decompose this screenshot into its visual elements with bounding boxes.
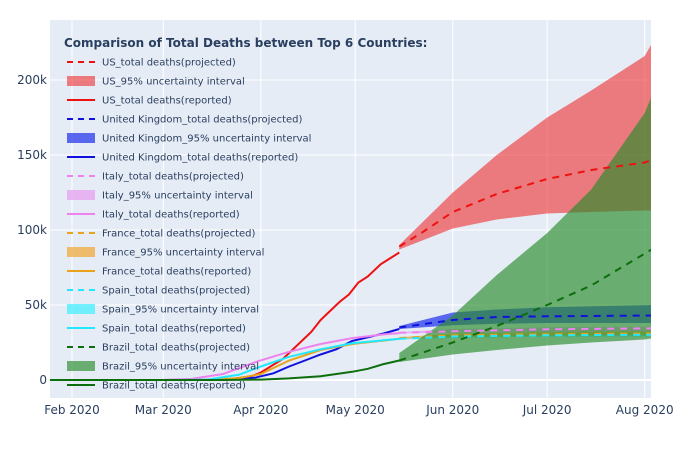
y-tick-label: 200k xyxy=(17,73,47,87)
y-tick-label: 50k xyxy=(25,298,47,312)
x-tick-label: Mar 2020 xyxy=(135,403,192,417)
x-tick-label: Jul 2020 xyxy=(522,403,572,417)
series-lines xyxy=(50,159,651,381)
legend-label: France_total deaths(reported) xyxy=(102,267,251,278)
legend-label: United Kingdom_total deaths(reported) xyxy=(102,153,298,164)
us-projected-line xyxy=(398,159,651,248)
legend-label: France_95% uncertainty interval xyxy=(102,248,264,259)
italy-projected-legend-item[interactable]: Italy_total deaths(projected) xyxy=(67,172,244,183)
legend-label: United Kingdom_95% uncertainty interval xyxy=(102,134,311,145)
italy-projected-line xyxy=(399,327,651,334)
uk-reported-legend-item[interactable]: United Kingdom_total deaths(reported) xyxy=(67,153,298,164)
legend-label: Italy_95% uncertainty interval xyxy=(102,191,253,202)
legend-label: US_total deaths(reported) xyxy=(102,96,232,107)
legend-fill-swatch xyxy=(67,361,95,371)
france-reported-legend-item[interactable]: France_total deaths(reported) xyxy=(67,267,251,278)
legend-fill-swatch xyxy=(67,133,95,143)
legend-label: France_total deaths(projected) xyxy=(102,229,256,240)
brazil-reported-legend-item[interactable]: Brazil_total deaths(reported) xyxy=(67,381,246,392)
france-band-legend-item[interactable]: France_95% uncertainty interval xyxy=(67,247,264,259)
legend-label: Italy_total deaths(projected) xyxy=(102,172,244,183)
brazil-projected-line xyxy=(398,248,651,362)
legend-label: Brazil_total deaths(projected) xyxy=(102,343,250,354)
uk-projected-legend-item[interactable]: United Kingdom_total deaths(projected) xyxy=(67,115,303,126)
legend-label: US_95% uncertainty interval xyxy=(102,77,245,88)
legend-fill-swatch xyxy=(67,76,95,86)
legend-title: Comparison of Total Deaths between Top 6… xyxy=(64,36,427,50)
legend-fill-swatch xyxy=(67,247,95,257)
legend-fill-swatch xyxy=(67,190,95,200)
x-tick-label: Jun 2020 xyxy=(425,403,479,417)
brazil-uncertainty-band xyxy=(399,97,651,362)
uk-projected-line xyxy=(399,314,651,329)
legend[interactable]: Comparison of Total Deaths between Top 6… xyxy=(64,36,427,392)
y-tick-label: 0 xyxy=(39,373,47,387)
us-reported-legend-item[interactable]: US_total deaths(reported) xyxy=(67,96,232,107)
y-tick-label: 150k xyxy=(17,148,47,162)
x-tick-label: Apr 2020 xyxy=(233,403,288,417)
axis-labels: 0 50k 100k 150k 200k Feb 2020 Mar 2020 Apr 2020… xyxy=(17,73,673,417)
legend-label: United Kingdom_total deaths(projected) xyxy=(102,115,303,126)
legend-label: Brazil_total deaths(reported) xyxy=(102,381,246,392)
brazil-reported-line xyxy=(50,359,400,381)
spain-projected-line xyxy=(399,333,651,340)
italy-band-legend-item[interactable]: Italy_95% uncertainty interval xyxy=(67,190,253,202)
brazil-projected-legend-item[interactable]: Brazil_total deaths(projected) xyxy=(67,343,250,354)
uk-band-legend-item[interactable]: United Kingdom_95% uncertainty interval xyxy=(67,133,311,145)
legend-label: US_total deaths(projected) xyxy=(102,58,236,69)
y-tick-label: 100k xyxy=(17,223,47,237)
legend-fill-swatch xyxy=(67,304,95,314)
legend-label: Spain_total deaths(projected) xyxy=(102,286,250,297)
legend-label: Italy_total deaths(reported) xyxy=(102,210,240,221)
spain-projected-legend-item[interactable]: Spain_total deaths(projected) xyxy=(67,286,250,297)
x-tick-label: Feb 2020 xyxy=(44,403,100,417)
spain-reported-legend-item[interactable]: Spain_total deaths(reported) xyxy=(67,324,246,335)
legend-label: Spain_95% uncertainty interval xyxy=(102,305,259,316)
x-tick-label: Aug 2020 xyxy=(616,403,674,417)
brazil-band-legend-item[interactable]: Brazil_95% uncertainty interval xyxy=(67,361,259,373)
us-band-legend-item[interactable]: US_95% uncertainty interval xyxy=(67,76,245,88)
france-projected-legend-item[interactable]: France_total deaths(projected) xyxy=(67,229,256,240)
us-projected-legend-item[interactable]: US_total deaths(projected) xyxy=(67,58,236,69)
spain-band-legend-item[interactable]: Spain_95% uncertainty interval xyxy=(67,304,259,316)
italy-reported-legend-item[interactable]: Italy_total deaths(reported) xyxy=(67,210,240,221)
legend-label: Spain_total deaths(reported) xyxy=(102,324,246,335)
x-tick-label: May 2020 xyxy=(326,403,385,417)
legend-label: Brazil_95% uncertainty interval xyxy=(102,362,259,373)
